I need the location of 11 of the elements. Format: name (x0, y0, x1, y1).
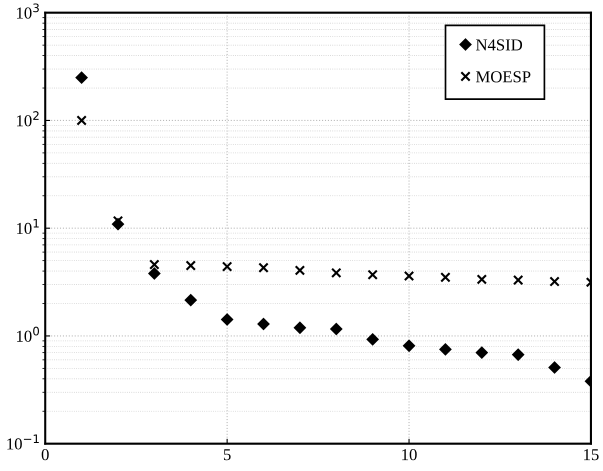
legend-label: N4SID (476, 39, 522, 51)
y-tick-label: 10$^{0}$ (16, 326, 40, 342)
y-tick-label: 10$^{3}$ (16, 3, 39, 19)
x-tick-label: 0 (42, 449, 49, 460)
legend-label: MOESP (476, 71, 530, 82)
x-tick-label: 5 (224, 449, 231, 460)
y-tick-label: 10$^{1}$ (16, 219, 39, 234)
x-tick-label: 15 (584, 449, 599, 460)
x-tick-label: 10 (402, 449, 417, 460)
y-tick-label: 10$^{2}$ (16, 111, 39, 126)
y-tick-label: 10$^{−1}$ (7, 434, 39, 450)
